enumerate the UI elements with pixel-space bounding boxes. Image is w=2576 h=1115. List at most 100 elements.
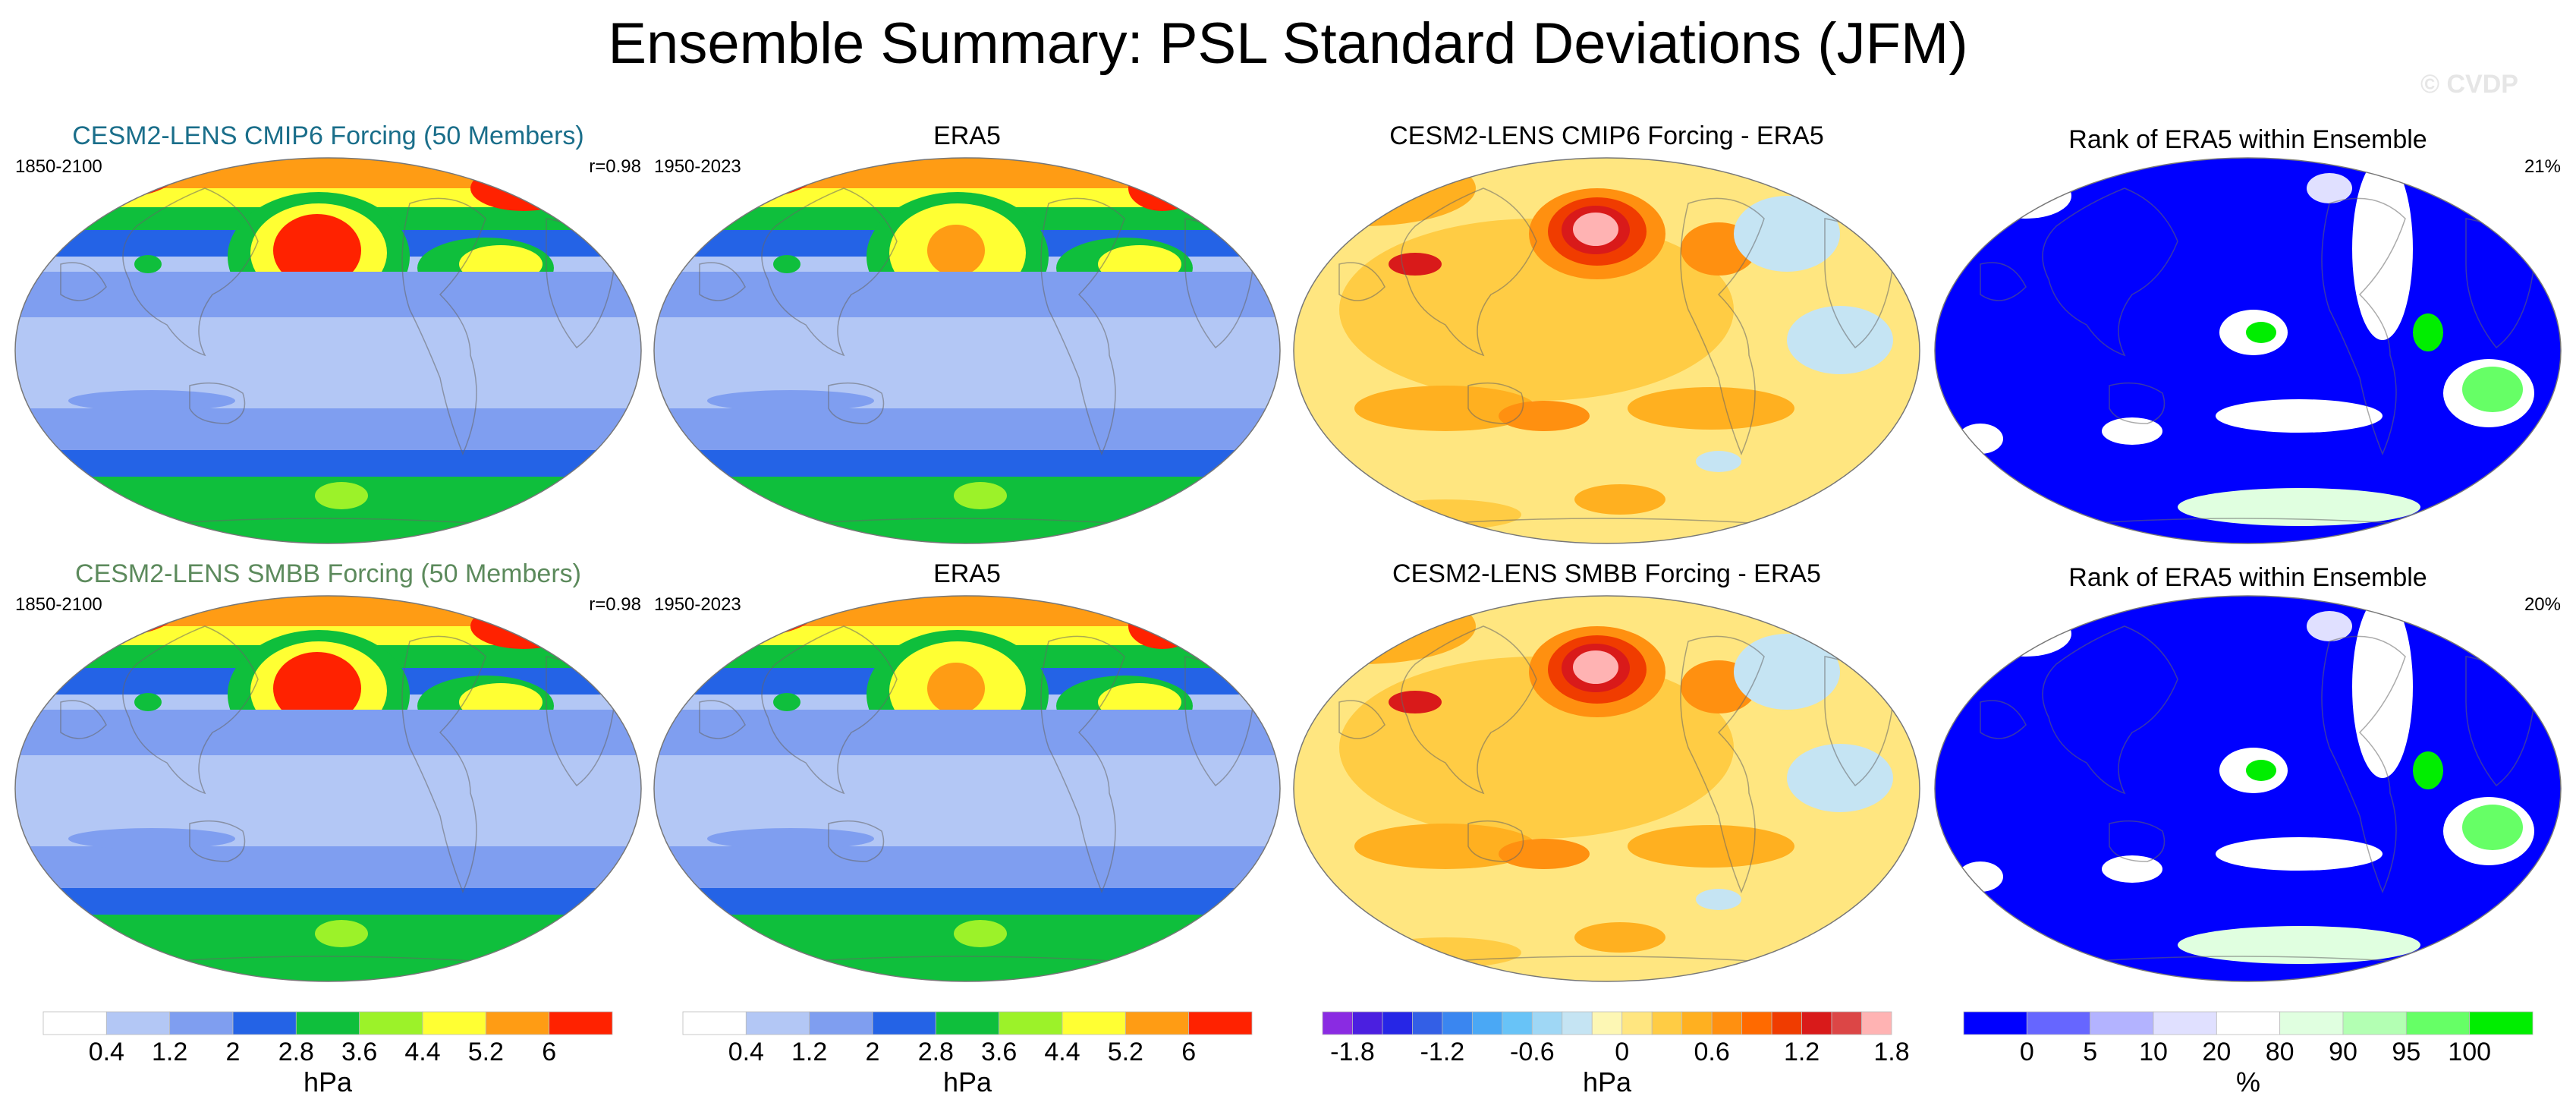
colorbar-swatch	[1861, 1011, 1892, 1035]
coastline-asia	[2042, 625, 2178, 795]
colorbar-swatch	[105, 1011, 171, 1035]
colorbar-swatch	[359, 1011, 423, 1035]
colorbar-swatch	[2279, 1011, 2344, 1035]
panel-title: CESM2-LENS SMBB Forcing (50 Members)	[75, 559, 581, 588]
field-band-north-orange	[15, 158, 641, 188]
colorbar-swatch	[1412, 1011, 1443, 1035]
colorbar-swatch	[1382, 1011, 1413, 1035]
colorbar-swatch	[1322, 1011, 1353, 1035]
colorbar-swatch	[2090, 1011, 2154, 1035]
coastline-americas	[1680, 197, 1765, 455]
colorbar-swatch	[1062, 1011, 1126, 1035]
field-pacific-max	[927, 225, 985, 276]
colorbar-unit: hPa	[942, 1066, 992, 1098]
coastline-india	[1338, 700, 1386, 739]
colorbar-swatch	[422, 1011, 486, 1035]
colorbar-tick-label: 80	[2265, 1038, 2294, 1066]
field-pacific-max	[273, 214, 361, 287]
colorbar-unit: hPa	[1582, 1066, 1632, 1098]
field-white-patch-3	[2102, 417, 2162, 445]
colorbar-swatch	[485, 1011, 550, 1035]
field-lavender-patch	[2307, 611, 2352, 641]
map-panel	[14, 157, 642, 544]
field-green-patch-3	[2413, 751, 2443, 789]
colorbar-tick-label: 4.4	[404, 1038, 441, 1066]
map-border	[1934, 157, 2562, 544]
coastline-asia	[1401, 625, 1537, 795]
field-south-blue-patch	[707, 828, 874, 849]
colorbar-tick-label: 10	[2139, 1038, 2168, 1066]
colorbar-swatch	[1188, 1011, 1253, 1035]
field-south-lime	[954, 482, 1007, 509]
panel-title: ERA5	[933, 121, 1001, 150]
field-band-south-blue	[15, 846, 641, 892]
field-south-orange-3	[1499, 401, 1590, 431]
colorbar-tick-label: 6	[1181, 1038, 1197, 1066]
field-max-north-east	[470, 165, 577, 211]
field-antarctic-orange	[1574, 922, 1665, 953]
coastline-india	[60, 262, 107, 301]
colorbar-unit: %	[2235, 1066, 2261, 1098]
colorbar-tick-label: 0.4	[728, 1038, 764, 1066]
field-antarctic-orange	[1574, 484, 1665, 515]
colorbar-swatch	[232, 1011, 297, 1035]
colorbar-swatch	[549, 1011, 613, 1035]
field-tibet-green	[134, 693, 162, 711]
field-south-atlantic-lightblue	[1787, 306, 1893, 374]
field-band-north-orange	[654, 596, 1280, 626]
map-panel	[653, 595, 1281, 982]
colorbar-swatch	[1471, 1011, 1503, 1035]
colorbar-swatch	[1352, 1011, 1383, 1035]
coastline-americas	[1040, 197, 1125, 455]
coastline-asia	[1401, 187, 1537, 357]
cvdp-watermark: © CVDP	[2420, 70, 2518, 99]
colorbar-swatch	[1442, 1011, 1473, 1035]
field-north-west-hot	[1301, 165, 1408, 196]
coastline-asia	[761, 187, 898, 357]
colorbar-swatch	[2216, 1011, 2281, 1035]
field-white-patch-4	[2216, 399, 2383, 433]
colorbar-swatch	[169, 1011, 234, 1035]
panel-stat-label: r=0.98	[589, 156, 641, 177]
panel-period-label: 1850-2100	[15, 594, 102, 615]
colorbar-swatch	[935, 1011, 1000, 1035]
colorbar-swatch	[42, 1011, 107, 1035]
field-tibet-red	[1389, 691, 1442, 713]
panel-stat-label: 20%	[2524, 594, 2561, 615]
colorbar-tick-label: 95	[2392, 1038, 2421, 1066]
colorbar-swatch	[1681, 1011, 1713, 1035]
map-panel	[14, 595, 642, 982]
field-band-south-blue	[15, 408, 641, 454]
field-band-north-orange	[654, 158, 1280, 188]
field-south-orange-2	[1628, 825, 1794, 868]
coastline-americas	[401, 635, 486, 893]
field-antarctic-lightblue	[1787, 941, 1863, 964]
colorbar-tick-label: 100	[2448, 1038, 2492, 1066]
field-white-patch-6	[1980, 611, 2071, 657]
coastline-india	[699, 700, 746, 739]
colorbar-swatch	[1621, 1011, 1653, 1035]
colorbar-swatch	[1591, 1011, 1623, 1035]
panel-title: Rank of ERA5 within Ensemble	[2068, 563, 2427, 592]
colorbar-swatch	[1651, 1011, 1683, 1035]
colorbar-tick-label: 20	[2202, 1038, 2232, 1066]
field-white-patch-7	[1958, 861, 2003, 892]
colorbar-swatch	[2405, 1011, 2471, 1035]
field-antarctic-yellow	[1370, 499, 1521, 530]
colorbar-tick-label: 1.2	[791, 1038, 828, 1066]
field-max-north-east	[1128, 165, 1197, 211]
field-south-lightblue	[1696, 889, 1741, 910]
panel-stat-label: 21%	[2524, 156, 2561, 177]
coastline-americas	[1680, 635, 1765, 893]
field-south-lime	[315, 920, 368, 947]
colorbar-tick-label: 2	[225, 1038, 241, 1066]
coastline-americas	[401, 197, 486, 455]
map-field	[1935, 596, 2561, 981]
field-south-lime	[954, 920, 1007, 947]
colorbar-swatch	[809, 1011, 873, 1035]
field-south-lime	[315, 482, 368, 509]
coastline-asia	[122, 625, 259, 795]
coastline-australia	[189, 820, 246, 862]
map-field	[1935, 158, 2561, 543]
field-antarctic-lightblue	[1787, 503, 1863, 526]
